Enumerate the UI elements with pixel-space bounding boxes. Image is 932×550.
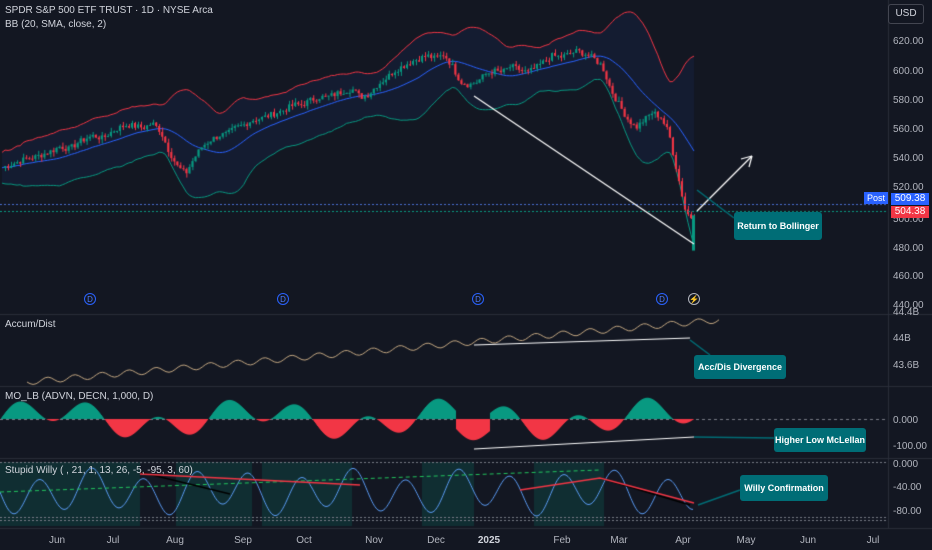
dividend-icon[interactable]: D	[472, 293, 484, 305]
price-tick: 460.00	[893, 271, 924, 282]
currency-button[interactable]: USD	[888, 4, 924, 24]
date-tick: Dec	[427, 535, 445, 546]
price-tick: 540.00	[893, 153, 924, 164]
price-tick: 440.00	[893, 300, 924, 311]
price-tick: 600.00	[893, 66, 924, 77]
date-tick: Nov	[365, 535, 383, 546]
date-tick: May	[736, 535, 756, 546]
date-tick: Mar	[610, 535, 628, 546]
date-tick: Jun	[48, 535, 66, 546]
willy-tick: 0.000	[893, 459, 919, 470]
callout-willy[interactable]: Willy Confirmation	[740, 475, 828, 501]
accum-tick: 44.4B	[893, 307, 920, 318]
willy-tick: -80.00	[893, 506, 922, 517]
price-tick: 560.00	[893, 124, 924, 135]
date-tick: Feb	[553, 535, 571, 546]
price-tick: 480.00	[893, 243, 924, 254]
bb-indicator-label[interactable]: BB (20, SMA, close, 2)	[5, 19, 107, 30]
date-tick: 2025	[477, 535, 501, 546]
lightning-icon[interactable]: ⚡	[688, 293, 700, 305]
mclellan-tick: -100.00	[893, 441, 927, 452]
callout-accdis[interactable]: Acc/Dis Divergence	[694, 355, 786, 379]
price-tick: 580.00	[893, 95, 924, 106]
date-tick: Oct	[296, 535, 312, 546]
post-price-tag: 509.38	[891, 193, 929, 205]
dividend-icon[interactable]: D	[84, 293, 96, 305]
willy-label[interactable]: Stupid Willy ( , 21, 1, 13, 26, -5, -95,…	[5, 465, 193, 476]
callout-bollinger[interactable]: Return to Bollinger	[734, 212, 822, 240]
date-tick: Jun	[799, 535, 817, 546]
dividend-icon[interactable]: D	[277, 293, 289, 305]
accum-dist-label[interactable]: Accum/Dist	[5, 319, 56, 330]
date-tick: Jul	[866, 535, 880, 546]
dividend-icon[interactable]: D	[656, 293, 668, 305]
accum-tick: 43.6B	[893, 360, 920, 371]
price-tick: 500.00	[893, 214, 924, 225]
mclellan-label[interactable]: MO_LB (ADVN, DECN, 1,000, D)	[5, 391, 154, 402]
date-tick: Jul	[106, 535, 120, 546]
willy-tick: -40.00	[893, 482, 922, 493]
price-tick: 620.00	[893, 36, 924, 47]
date-tick: Aug	[166, 535, 184, 546]
date-tick: Sep	[234, 535, 252, 546]
callout-mclellan[interactable]: Higher Low McLellan	[774, 428, 866, 452]
price-tick: 520.00	[893, 182, 924, 193]
post-label: Post	[864, 192, 888, 204]
last-price-tag: 504.38	[891, 206, 929, 218]
mclellan-tick: 0.000	[893, 415, 919, 426]
date-tick: Apr	[675, 535, 691, 546]
chart-title: SPDR S&P 500 ETF TRUST · 1D · NYSE Arca	[5, 5, 213, 16]
accum-tick: 44B	[893, 333, 911, 344]
